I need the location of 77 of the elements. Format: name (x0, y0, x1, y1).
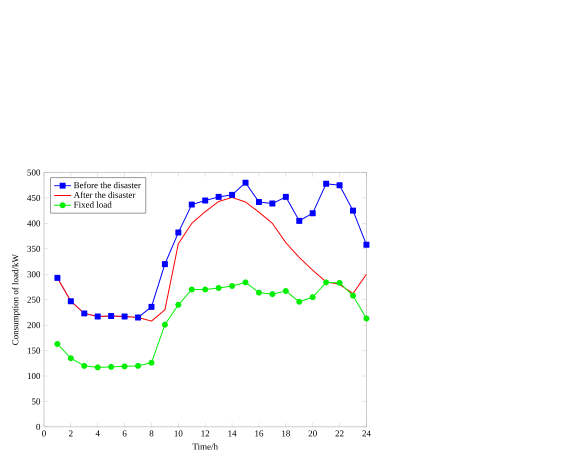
point (135, 314, 142, 321)
y-axis-title: Consumption of load/kW (12, 254, 20, 346)
point (296, 218, 302, 224)
point (296, 298, 302, 305)
x-tick-label: 2 (68, 430, 73, 437)
point (108, 364, 114, 370)
x-tick-label: 18 (282, 430, 290, 437)
x-tick-label: 4 (96, 430, 100, 437)
point (135, 363, 142, 370)
point (162, 261, 168, 268)
legend-label: Fixed load (74, 202, 112, 208)
x-tick-label: 24 (362, 430, 371, 437)
y-tick-label: 300 (27, 271, 40, 278)
y-tick-label: 400 (27, 220, 40, 227)
point (269, 200, 276, 207)
x-tick-label: 12 (202, 430, 210, 437)
y-tick-label: 500 (28, 170, 40, 176)
legend-label: Before the disaster (74, 182, 141, 188)
x-tick-label: 22 (335, 430, 344, 437)
point (188, 202, 195, 208)
point (175, 230, 182, 236)
point (202, 286, 208, 293)
y-tick-label: 450 (27, 195, 40, 202)
x-tick-label: 6 (122, 430, 127, 437)
point (108, 313, 114, 320)
x-axis-title: Time/h (192, 444, 218, 450)
legend-label: After the disaster (74, 192, 136, 198)
point (68, 355, 74, 362)
point (282, 288, 289, 294)
point (350, 208, 356, 214)
point (216, 285, 222, 292)
point (323, 280, 330, 286)
point (229, 283, 236, 290)
point (68, 298, 74, 304)
x-tick-label: 20 (308, 430, 317, 437)
y-tick-label: 200 (27, 322, 40, 328)
point (216, 194, 222, 200)
point (282, 194, 289, 200)
x-tick-label: 0 (42, 430, 46, 437)
point (188, 286, 195, 293)
x-tick-label: 10 (174, 430, 182, 437)
x-tick-label: 16 (255, 430, 264, 437)
point (148, 360, 154, 366)
x-tick-label: 14 (228, 430, 236, 437)
point (81, 310, 88, 317)
y-tick-label: 250 (27, 296, 40, 303)
point (256, 199, 262, 206)
point (242, 180, 249, 186)
point (162, 322, 168, 328)
point (148, 304, 154, 310)
point (175, 302, 182, 308)
point (122, 314, 128, 320)
y-tick-label: 100 (28, 373, 40, 380)
y-tick-label: 0 (36, 424, 40, 430)
point (310, 210, 316, 216)
point (310, 294, 316, 300)
point (94, 314, 101, 320)
point (336, 280, 343, 286)
x-tick-label: 8 (150, 430, 154, 437)
y-tick-label: 350 (27, 246, 40, 252)
point (269, 291, 276, 298)
point (202, 198, 208, 204)
y-tick-label: 150 (28, 348, 40, 354)
point (323, 180, 330, 187)
point (94, 364, 101, 371)
y-tick-label: 50 (32, 398, 40, 405)
point (242, 280, 249, 286)
point (122, 364, 128, 370)
point (363, 242, 370, 248)
point (350, 292, 356, 299)
point (229, 192, 236, 198)
point (336, 182, 343, 188)
point (54, 341, 60, 348)
point (54, 275, 60, 282)
point (81, 363, 88, 370)
point (363, 316, 370, 322)
point (256, 290, 262, 296)
